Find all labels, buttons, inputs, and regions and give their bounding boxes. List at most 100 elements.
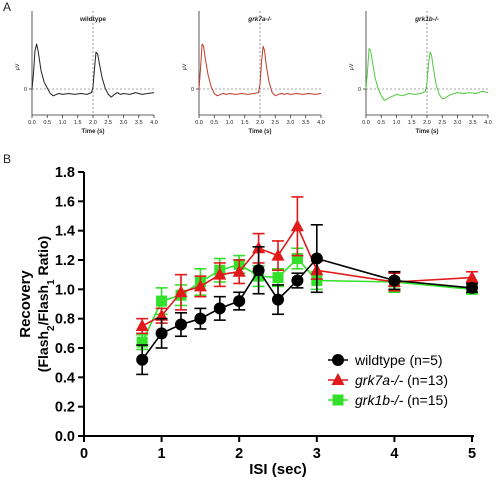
trace-line xyxy=(198,43,322,97)
trace-title: grk7a-/- xyxy=(247,16,271,23)
legend-entry: grk7a-/- (n=13) xyxy=(355,372,448,388)
trace-title: wildtype xyxy=(79,16,106,23)
x-tick-label: 0 xyxy=(80,446,88,462)
trace-x-tick-label: 3.0 xyxy=(120,120,128,126)
data-point xyxy=(271,248,285,261)
y-tick-label: 0.0 xyxy=(55,429,75,445)
x-tick-label: 2 xyxy=(235,446,243,462)
trace-x-tick-label: 2.5 xyxy=(104,120,112,126)
series-line xyxy=(141,257,473,343)
data-point xyxy=(193,279,207,292)
data-point xyxy=(272,272,284,284)
trace-x-axis-label: Time (s) xyxy=(82,129,105,135)
data-point xyxy=(174,285,188,298)
trace-panel-2: 0 µV 0.0 0.5 1.0 1.5 2.0 2.5 3.0 3.5 4.0 Time (s) gr… xyxy=(182,11,325,135)
data-point xyxy=(466,281,478,294)
trace-x-tick-label: 2.0 xyxy=(423,120,431,126)
data-point xyxy=(465,270,479,283)
trace-x-tick-label: 1.0 xyxy=(59,120,67,126)
trace-y-axis-label: µV xyxy=(15,63,21,70)
trace-x-tick-label: 1.5 xyxy=(74,120,82,126)
trace-y-tick-label: 0 xyxy=(358,87,361,93)
trace-y-tick-label: 0 xyxy=(24,87,27,93)
y-tick-label: 0.4 xyxy=(55,370,75,386)
data-point xyxy=(136,336,148,348)
y-tick-label: 0.8 xyxy=(55,312,75,328)
y-tick-label: 1.2 xyxy=(55,253,75,269)
data-point xyxy=(175,318,187,331)
trace-y-tick-label: 0 xyxy=(191,87,194,93)
trace-x-tick-label: 1.0 xyxy=(226,120,234,126)
x-tick-label: 5 xyxy=(468,446,476,462)
data-point xyxy=(290,219,304,232)
data-point xyxy=(213,302,226,315)
trace-x-tick-label: 0.5 xyxy=(210,120,218,126)
data-point xyxy=(252,264,265,277)
trace-x-tick-label: 4.0 xyxy=(150,120,158,126)
y-tick-label: 1.0 xyxy=(55,282,75,298)
y-axis-label: Recovery xyxy=(17,270,34,338)
series-line xyxy=(141,224,473,327)
x-axis-label: ISI (sec) xyxy=(249,461,307,478)
data-point xyxy=(155,327,168,340)
trace-x-tick-label: 3.0 xyxy=(287,120,295,126)
trace-x-tick-label: 3.5 xyxy=(135,120,143,126)
data-point xyxy=(388,274,401,287)
series-grk7a xyxy=(135,196,479,335)
y-tick-label: 1.6 xyxy=(55,194,75,210)
data-point xyxy=(136,353,149,366)
data-point xyxy=(194,312,207,325)
x-tick-label: 1 xyxy=(158,446,166,462)
trace-x-tick-label: 1.0 xyxy=(393,120,401,126)
trace-line xyxy=(365,48,489,101)
trace-x-tick-label: 3.0 xyxy=(454,120,462,126)
data-point xyxy=(135,319,149,331)
trace-y-axis-label: µV xyxy=(182,63,188,70)
y-tick-label: 1.8 xyxy=(55,165,75,181)
trace-x-tick-label: 4.0 xyxy=(484,120,492,126)
trace-x-tick-label: 1.5 xyxy=(241,120,249,126)
trace-panel-1: 0 µV 0.0 0.5 1.0 1.5 2.0 2.5 3.0 3.5 4.0 Time (s) wi… xyxy=(15,11,158,135)
x-tick-label: 3 xyxy=(313,446,321,462)
trace-x-tick-label: 3.5 xyxy=(469,120,477,126)
data-point xyxy=(213,267,227,280)
trace-x-tick-label: 2.0 xyxy=(256,120,264,126)
trace-x-tick-label: 0.5 xyxy=(377,120,385,126)
series-line xyxy=(141,257,473,361)
trace-x-tick-label: 0.5 xyxy=(43,120,51,126)
data-point xyxy=(291,253,303,265)
data-point xyxy=(156,295,168,307)
trace-x-tick-label: 0.0 xyxy=(362,120,370,126)
trace-line xyxy=(31,43,155,98)
y-tick-label: 0.2 xyxy=(55,400,75,416)
trace-x-tick-label: 2.0 xyxy=(89,120,97,126)
trace-x-axis-label: Time (s) xyxy=(249,129,272,135)
legend-entry: wildtype (n=5) xyxy=(354,352,443,368)
trace-x-axis-label: Time (s) xyxy=(416,129,439,135)
trace-y-axis-label: µV xyxy=(349,63,355,70)
legend-marker xyxy=(331,373,345,385)
trace-x-tick-label: 2.5 xyxy=(271,120,279,126)
legend: wildtype (n=5) grk7a-/- (n=13) grk1b-/- (n… xyxy=(328,352,448,408)
panel-label-a: A xyxy=(3,0,12,14)
trace-x-tick-label: 0.0 xyxy=(28,120,36,126)
legend-entry: grk1b-/- (n=15) xyxy=(355,392,448,408)
data-point xyxy=(155,308,169,321)
trace-panel-3: 0 µV 0.0 0.5 1.0 1.5 2.0 2.5 3.0 3.5 4.0 Time (s) gr… xyxy=(349,11,492,135)
series-grk1b xyxy=(136,247,478,351)
panel-label-b: B xyxy=(3,152,12,166)
series-wildtype xyxy=(136,224,478,376)
x-tick-label: 4 xyxy=(390,446,398,462)
y-tick-label: 1.4 xyxy=(55,224,75,240)
recovery-chart: 0.0 0.2 0.4 0.6 0.8 1.0 1.2 1.4 1.6 1.8 0 1 2 3 4 5 ISI … xyxy=(17,165,479,478)
y-tick-label: 0.6 xyxy=(55,341,75,357)
trace-x-tick-label: 0.0 xyxy=(195,120,203,126)
data-point xyxy=(232,264,246,277)
data-point xyxy=(272,293,284,306)
legend-marker xyxy=(332,394,344,406)
data-point xyxy=(233,295,246,308)
data-point xyxy=(291,274,304,287)
trace-x-tick-label: 4.0 xyxy=(317,120,325,126)
